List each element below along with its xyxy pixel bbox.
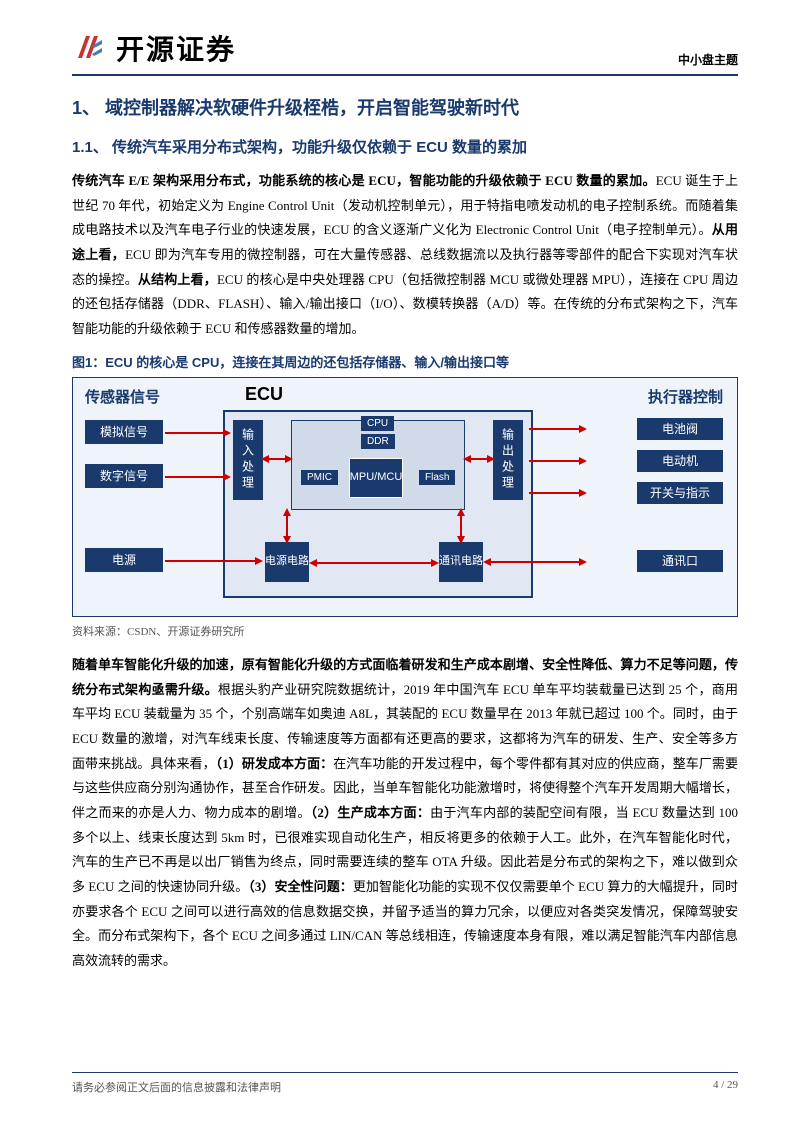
node-motor: 电动机 xyxy=(637,450,723,472)
arrow-power xyxy=(165,560,255,562)
arrow-pwr-comm xyxy=(317,562,431,564)
para1-lead: 传统汽车 E/E 架构采用分布式，功能系统的核心是 ECU，智能功能的升级依赖于… xyxy=(72,173,656,188)
brand-name: 开源证券 xyxy=(116,28,236,68)
arrow-comm-port xyxy=(491,561,579,563)
header-topic: 中小盘主题 xyxy=(678,51,738,68)
node-analog: 模拟信号 xyxy=(85,420,163,444)
arrow-in-cpu xyxy=(269,458,285,460)
arrow-cpu-comm xyxy=(460,516,462,536)
arrow-valve xyxy=(529,428,579,430)
page-footer: 请务必参阅正文后面的信息披露和法律声明 4 / 29 xyxy=(72,1072,738,1095)
para2-b2: （2）生产成本方面： xyxy=(311,805,431,820)
node-comm: 通讯电路 xyxy=(439,542,483,582)
node-power-src: 电源 xyxy=(85,548,163,572)
arrow-analog xyxy=(165,432,223,434)
node-power-circ: 电源电路 xyxy=(265,542,309,582)
logo-icon xyxy=(72,30,108,66)
paragraph-1: 传统汽车 E/E 架构采用分布式，功能系统的核心是 ECU，智能功能的升级依赖于… xyxy=(72,169,738,342)
arrow-digital xyxy=(165,476,223,478)
figure-source: 资料来源：CSDN、开源证券研究所 xyxy=(72,623,738,639)
label-ecu: ECU xyxy=(245,384,283,405)
chip-flash: Flash xyxy=(419,470,455,485)
node-switch: 开关与指示 xyxy=(637,482,723,504)
chip-mpu: MPU/MCU xyxy=(349,458,403,498)
page-header: 开源证券 中小盘主题 xyxy=(72,28,738,76)
page-number: 4 / 29 xyxy=(713,1079,738,1095)
footer-disclaimer: 请务必参阅正文后面的信息披露和法律声明 xyxy=(72,1079,281,1095)
figure-caption: 图1：ECU 的核心是 CPU，连接在其周边的还包括存储器、输入/输出接口等 xyxy=(72,352,738,371)
arrow-cpu-out xyxy=(471,458,487,460)
para2-b1: （1）研发成本方面： xyxy=(216,756,334,771)
brand-logo: 开源证券 xyxy=(72,28,236,68)
section-h1: 1、 域控制器解决软硬件升级桎梏，开启智能驾驶新时代 xyxy=(72,94,738,120)
node-port: 通讯口 xyxy=(637,550,723,572)
node-input: 输入处理 xyxy=(233,420,263,500)
section-h2: 1.1、 传统汽车采用分布式架构，功能升级仅依赖于 ECU 数量的累加 xyxy=(72,136,738,157)
para2-b3: （3）安全性问题： xyxy=(248,879,353,894)
node-digital: 数字信号 xyxy=(85,464,163,488)
paragraph-2: 随着单车智能化升级的加速，原有智能化升级的方式面临着研发和生产成本剧增、安全性降… xyxy=(72,653,738,974)
chip-ddr: DDR xyxy=(361,434,395,449)
arrow-motor xyxy=(529,460,579,462)
arrow-switch xyxy=(529,492,579,494)
node-output: 输出处理 xyxy=(493,420,523,500)
para1-bold-c: 从结构上看， xyxy=(138,272,217,287)
arrow-cpu-pwr xyxy=(286,516,288,536)
ecu-diagram: 传感器信号 ECU 执行器控制 模拟信号 数字信号 电源 输入处理 输出处理 电… xyxy=(72,377,738,617)
node-valve: 电池阀 xyxy=(637,418,723,440)
chip-cpu: CPU xyxy=(361,416,394,431)
label-sensor: 传感器信号 xyxy=(85,386,160,407)
label-actuator: 执行器控制 xyxy=(648,386,723,407)
chip-pmic: PMIC xyxy=(301,470,338,485)
